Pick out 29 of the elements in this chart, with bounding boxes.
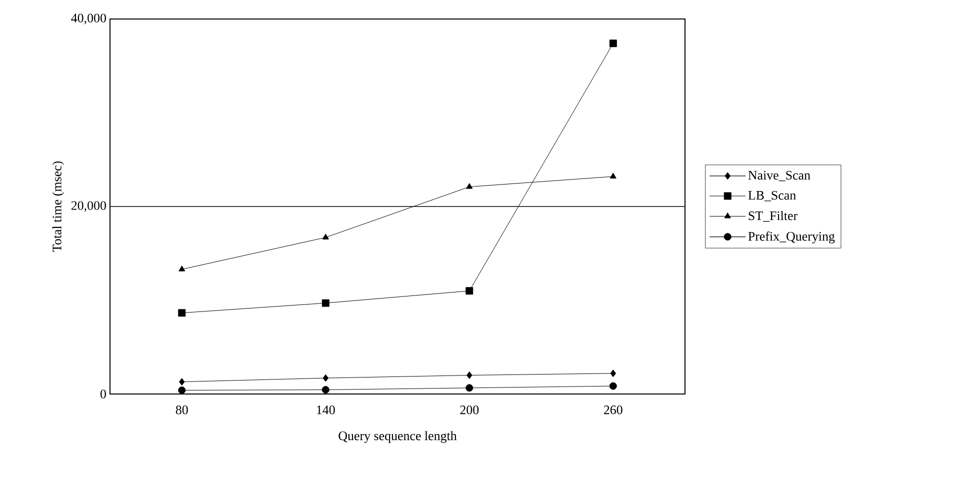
point	[322, 374, 328, 382]
point	[178, 266, 186, 272]
point	[322, 299, 330, 307]
point	[322, 386, 330, 394]
legend-label: ST_Filter	[748, 211, 798, 222]
point	[322, 234, 329, 240]
point	[609, 40, 617, 48]
point	[178, 309, 186, 317]
point	[466, 183, 473, 189]
y-tick-label: 0	[100, 390, 106, 398]
legend-label: LB_Scan	[748, 190, 796, 202]
legend-label: Prefix_Querying	[748, 231, 835, 244]
point	[466, 384, 474, 392]
x-tick-label: 140	[317, 406, 335, 414]
point	[610, 370, 616, 378]
x-axis-title: Query sequence length	[338, 431, 457, 443]
y-axis-title: Total time (msec)	[52, 161, 64, 252]
x-tick-label: 200	[460, 406, 479, 414]
point	[610, 172, 616, 178]
point	[609, 382, 617, 390]
x-tick-label: 80	[176, 406, 188, 414]
point	[466, 372, 472, 379]
legend-label: Naive_Scan	[748, 170, 810, 182]
point	[178, 386, 186, 394]
point	[466, 287, 474, 295]
point	[179, 378, 185, 386]
y-tick-label: 20,000	[71, 201, 106, 212]
y-tick-label: 40,000	[71, 14, 106, 24]
x-tick-label: 260	[604, 406, 622, 414]
